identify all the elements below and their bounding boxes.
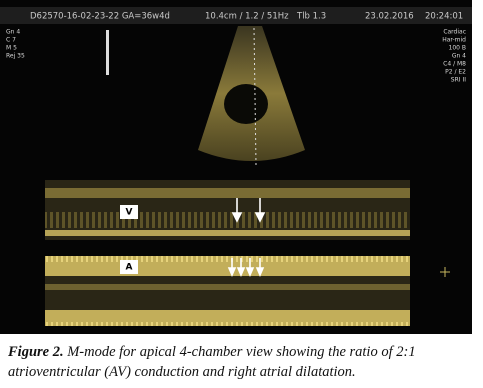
patient-id: D62570-16-02-23-22 GA=36w4d [30,12,170,22]
date: 23.02.2016 [365,12,414,22]
left-param: Gn 4 [6,29,20,36]
right-param: Har-mid [442,37,466,44]
m-mode-strip-v [45,180,410,240]
label-box [120,260,138,274]
right-param: C4 / M8 [443,61,466,68]
settings: 10.4cm / 1.2 / 51Hz [205,12,289,22]
caption-label: Figure 2. [8,344,64,360]
chamber [224,84,268,124]
right-param: SRI II [451,77,466,84]
header-bar [0,7,472,24]
v-arrows [231,198,266,223]
label-a: A [126,263,133,273]
cursor-mark [440,267,450,277]
right-param: Gn 4 [452,53,466,60]
depth-bar [106,30,109,75]
right-param: Cardiac [443,29,466,36]
label-box [120,205,138,219]
caption-text: M-mode for apical 4-chamber view showing… [8,344,416,380]
m-mode-strip-a [45,256,410,326]
right-param: 100 B [449,45,466,52]
left-param: M 5 [6,45,17,52]
left-param: C 7 [6,37,16,44]
label-v: V [126,208,133,218]
ultrasound-image: D62570-16-02-23-22 GA=36w4d 10.4cm / 1.2… [0,0,472,334]
right-param: P2 / E2 [445,69,466,76]
left-param: Rej 35 [6,53,25,60]
tib: Tlb 1.3 [296,12,326,22]
time: 20:24:01 [425,12,463,22]
a-arrows [227,258,265,278]
caption: Figure 2. M-mode for apical 4-chamber vi… [8,342,480,382]
